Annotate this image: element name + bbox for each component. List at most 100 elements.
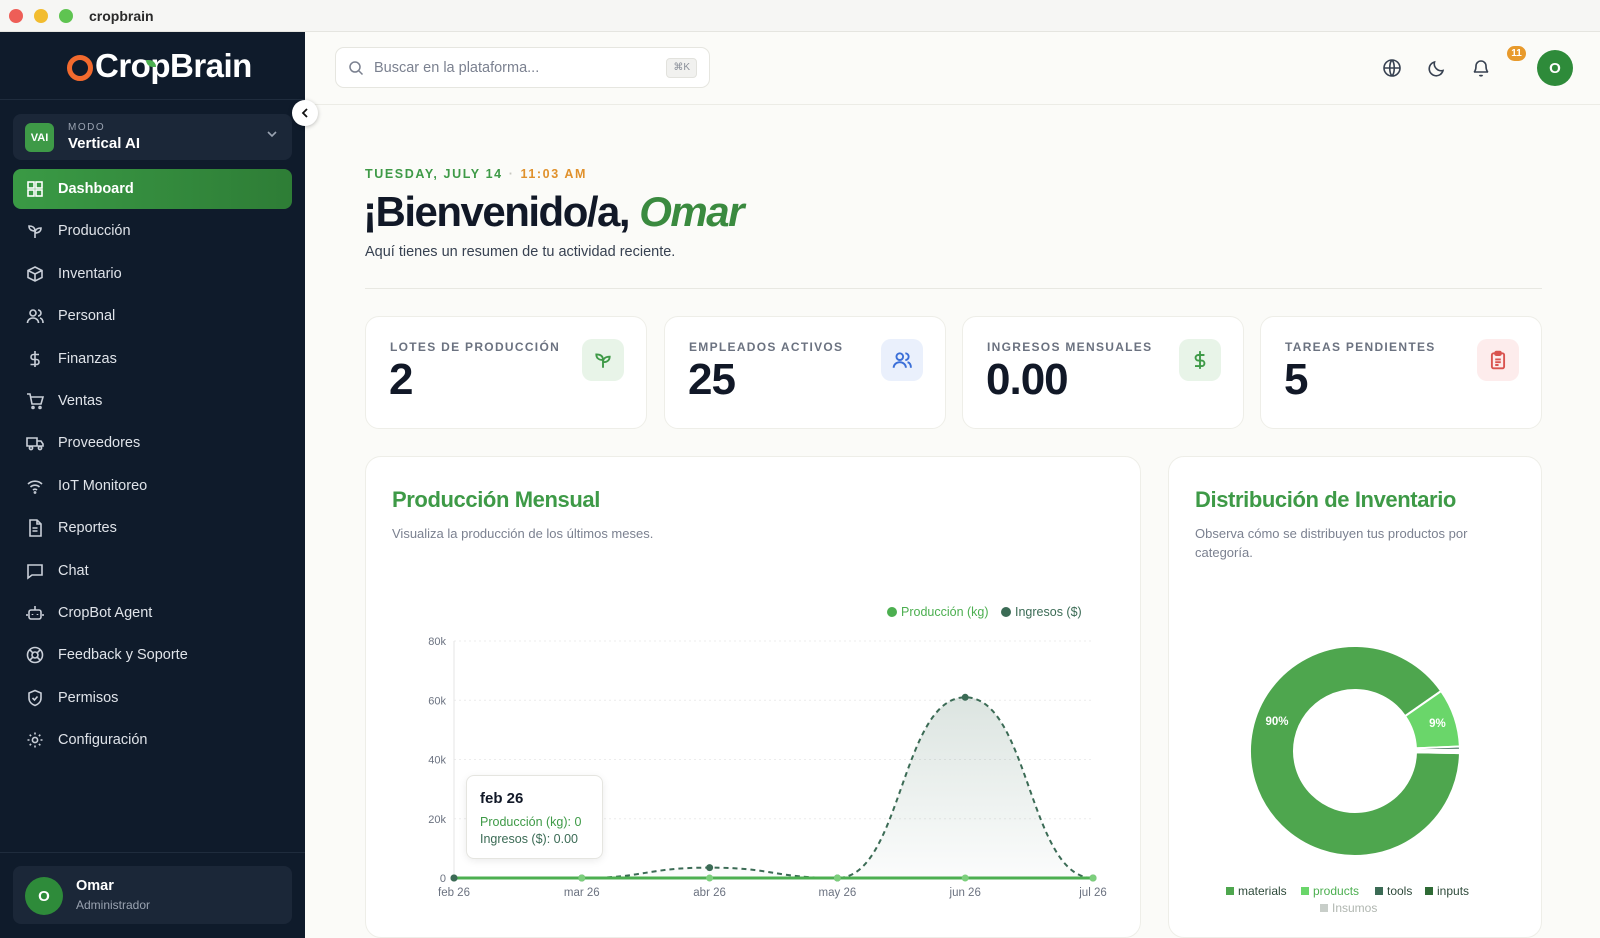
y-tick-label: 60k	[428, 695, 446, 707]
search-placeholder: Buscar en la plataforma...	[374, 60, 540, 76]
legend-label: products	[1313, 884, 1359, 898]
page-subtitle: Aquí tienes un resumen de tu actividad r…	[365, 244, 676, 260]
sidebar-item-11[interactable]: Feedback y Soporte	[13, 635, 292, 675]
x-tick-label: may 26	[819, 887, 857, 899]
sidebar-item-13[interactable]: Configuración	[13, 720, 292, 760]
stat-label: LOTES DE PRODUCCIÓN	[390, 340, 561, 354]
chevron-left-icon	[301, 108, 308, 118]
bell-icon	[1473, 60, 1489, 77]
stat-card: EMPLEADOS ACTIVOS 25	[664, 316, 946, 429]
wifi-icon	[26, 477, 44, 495]
donut-slice-materials	[1249, 645, 1462, 857]
maximize-window-button[interactable]	[59, 9, 73, 23]
mode-selector[interactable]: VAI MODO Vertical AI	[13, 114, 292, 160]
search-input[interactable]: Buscar en la plataforma... ⌘K	[335, 47, 710, 88]
sidebar-item-label: Permisos	[58, 689, 119, 706]
stat-value: 25	[688, 355, 736, 404]
sidebar-item-label: IoT Monitoreo	[58, 477, 148, 494]
y-tick-label: 80k	[428, 636, 446, 648]
inventory-chart-panel: Distribución de Inventario Observa cómo …	[1168, 456, 1542, 938]
donut-slice-Insumos	[1414, 750, 1462, 755]
stat-label: INGRESOS MENSUALES	[987, 340, 1153, 354]
greeting-name: Omar	[639, 188, 744, 235]
user-name: Omar	[76, 878, 114, 894]
y-tick-label: 20k	[428, 814, 446, 826]
notifications-button[interactable]	[1471, 58, 1491, 78]
sidebar-divider	[0, 852, 305, 853]
legend-label: inputs	[1437, 884, 1469, 898]
minimize-window-button[interactable]	[34, 9, 48, 23]
users-icon	[881, 339, 923, 381]
tooltip-production: Producción (kg): 0	[480, 815, 582, 829]
sidebar-item-6[interactable]: Proveedores	[13, 423, 292, 463]
notification-badge: 11	[1507, 46, 1526, 61]
sidebar-item-label: Producción	[58, 223, 131, 240]
donut-slice-label: 9%	[1429, 718, 1446, 730]
sidebar-item-label: Feedback y Soporte	[58, 647, 188, 664]
stat-value: 0.00	[986, 355, 1069, 404]
sidebar-item-10[interactable]: CropBot Agent	[13, 593, 292, 633]
theme-toggle[interactable]	[1427, 58, 1447, 78]
user-profile[interactable]: O Omar Administrador	[13, 866, 292, 924]
sidebar-item-3[interactable]: Personal	[13, 296, 292, 336]
avatar[interactable]: O	[1537, 50, 1573, 86]
mode-label: MODO	[68, 122, 106, 133]
leaf-logo-icon	[146, 60, 156, 67]
sidebar-item-label: Ventas	[58, 392, 103, 409]
income-point	[961, 693, 969, 701]
sidebar-item-2[interactable]: Inventario	[13, 254, 292, 294]
dollar-icon	[1179, 339, 1221, 381]
sidebar-item-label: Finanzas	[58, 350, 117, 367]
language-button[interactable]	[1382, 58, 1402, 78]
y-tick-label: 0	[440, 873, 446, 885]
sidebar-item-8[interactable]: Reportes	[13, 508, 292, 548]
sidebar-item-12[interactable]: Permisos	[13, 678, 292, 718]
brand-logo[interactable]: CropBrain	[67, 47, 252, 84]
avatar: O	[25, 877, 63, 915]
legend-label: Ingresos ($)	[1015, 605, 1082, 619]
truck-icon	[26, 434, 44, 452]
package-icon	[26, 265, 44, 283]
collapse-sidebar-button[interactable]	[292, 100, 318, 126]
legend-swatch	[1226, 887, 1234, 895]
sidebar-item-label: Personal	[58, 308, 116, 325]
x-tick-label: feb 26	[438, 887, 470, 899]
title-bar: cropbrain	[0, 0, 1600, 32]
chevron-down-icon	[266, 128, 278, 143]
legend-swatch	[887, 607, 897, 617]
x-tick-label: jul 26	[1078, 887, 1107, 899]
panel-subtitle: Observa cómo se distribuyen tus producto…	[1195, 526, 1468, 560]
sidebar-item-label: Inventario	[58, 265, 122, 282]
sidebar-item-9[interactable]: Chat	[13, 551, 292, 591]
sidebar-item-label: Dashboard	[58, 181, 134, 197]
chat-icon	[26, 562, 44, 580]
production-point	[961, 874, 969, 882]
legend-label: tools	[1387, 884, 1412, 898]
sprout-icon	[582, 339, 624, 381]
mode-value: Vertical AI	[68, 135, 140, 152]
close-window-button[interactable]	[9, 9, 23, 23]
sidebar-item-4[interactable]: Finanzas	[13, 339, 292, 379]
legend-label: materials	[1238, 884, 1287, 898]
x-tick-label: mar 26	[564, 887, 600, 899]
sidebar-item-1[interactable]: Producción	[13, 211, 292, 251]
sidebar-item-label: CropBot Agent	[58, 604, 153, 621]
date-text: TUESDAY, JULY 14	[365, 167, 503, 181]
mode-badge: VAI	[25, 123, 54, 152]
production-point	[706, 874, 714, 882]
clipboard-icon	[1477, 339, 1519, 381]
shield-icon	[26, 689, 44, 707]
stat-label: EMPLEADOS ACTIVOS	[689, 340, 844, 354]
sidebar-item-5[interactable]: Ventas	[13, 381, 292, 421]
stat-card: INGRESOS MENSUALES 0.00	[962, 316, 1244, 429]
brand-name: CropBrain	[95, 47, 252, 84]
production-point	[833, 874, 841, 882]
sidebar-item-7[interactable]: IoT Monitoreo	[13, 466, 292, 506]
donut-slice-label: 90%	[1265, 716, 1288, 728]
window-title: cropbrain	[89, 8, 154, 24]
sidebar-nav: Dashboard Producción Inventario Personal Fin…	[13, 169, 292, 762]
search-icon	[349, 61, 364, 76]
sidebar-item-dashboard[interactable]: Dashboard	[13, 169, 292, 209]
orange-logo-icon	[67, 55, 93, 81]
